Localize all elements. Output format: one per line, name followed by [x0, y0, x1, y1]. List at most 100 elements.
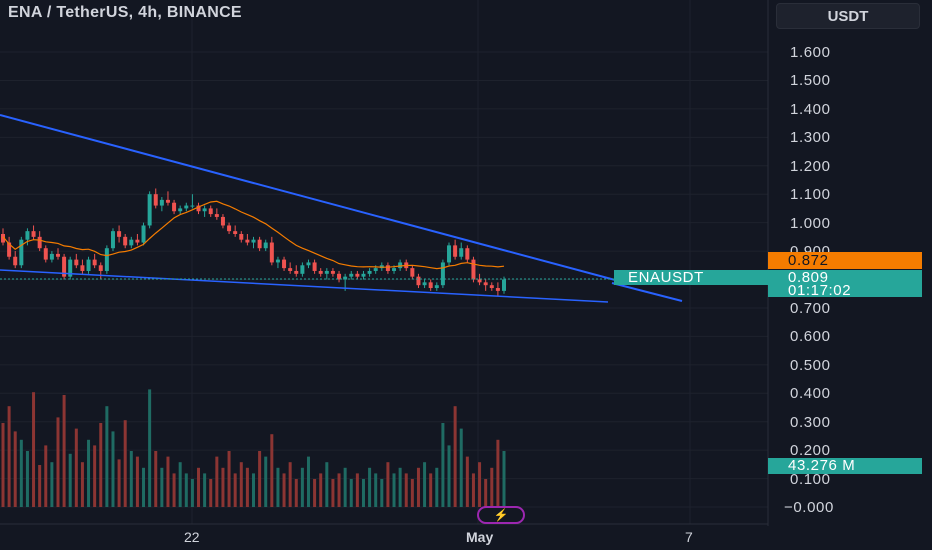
volume-bar: [459, 428, 463, 507]
price-tick: 0.500: [790, 357, 831, 374]
candle-body: [62, 256, 67, 277]
candle-body: [471, 259, 476, 280]
candle-body: [361, 273, 366, 277]
volume-bar: [429, 473, 433, 507]
volume-bar: [13, 431, 17, 507]
candle-body: [80, 265, 85, 271]
price-tick: 1.400: [790, 101, 831, 118]
candle-body: [92, 259, 97, 266]
candle-body: [214, 214, 219, 217]
candle-body: [410, 268, 415, 277]
volume-bar: [319, 473, 323, 507]
candle-body: [147, 194, 152, 226]
candle-body: [98, 265, 103, 271]
volume-bar: [313, 479, 317, 507]
candle-body: [37, 236, 42, 249]
currency-button[interactable]: USDT: [776, 3, 920, 29]
upper-trendline: [0, 114, 631, 285]
volume-bar: [129, 451, 133, 507]
volume-bar: [111, 431, 115, 507]
volume-bar: [465, 456, 469, 507]
volume-bar: [368, 467, 372, 507]
volume-bar: [502, 451, 506, 507]
last-price-badge: 0.809 01:17:02: [768, 269, 922, 298]
volume-bar: [154, 451, 158, 507]
price-tick: 1.600: [790, 44, 831, 61]
candle-body: [502, 279, 506, 291]
volume-bar: [160, 467, 164, 507]
candle-body: [282, 259, 287, 269]
flash-button[interactable]: ⚡: [477, 506, 525, 524]
candle-body: [129, 239, 134, 246]
time-axis[interactable]: 22 May 7: [0, 526, 932, 550]
last-price-value: 0.809: [788, 269, 829, 286]
volume-bar: [123, 420, 127, 507]
candle-body: [86, 259, 91, 271]
volume-bar: [294, 479, 298, 507]
candle-body: [141, 225, 146, 243]
volume-bar: [1, 423, 5, 507]
price-tick: 1.000: [790, 215, 831, 232]
volume-bar: [349, 479, 353, 507]
volume-bar: [331, 479, 335, 507]
volume-bar: [68, 453, 72, 507]
volume-bars: [1, 389, 506, 507]
volume-bar: [392, 473, 396, 507]
volume-bar: [203, 473, 207, 507]
volume-bar: [117, 459, 121, 507]
time-label: 22: [184, 529, 200, 545]
volume-bar: [142, 467, 146, 507]
candle-body: [355, 273, 360, 277]
volume-bar: [484, 479, 488, 507]
volume-bar: [233, 473, 237, 507]
volume-bar: [190, 479, 194, 507]
volume-bar: [478, 462, 482, 507]
volume-bar: [25, 451, 29, 507]
volume-bar: [282, 473, 286, 507]
candle-body: [172, 202, 177, 212]
volume-bar: [135, 456, 139, 507]
volume-bar: [343, 467, 347, 507]
price-axis[interactable]: 1.600 1.500 1.400 1.300 1.200 1.100 1.00…: [768, 0, 932, 524]
volume-bar: [227, 451, 231, 507]
candle-body: [43, 248, 48, 260]
candle-body: [489, 285, 494, 289]
candle-body: [434, 285, 439, 289]
volume-bar: [19, 439, 23, 507]
volume-bar: [105, 406, 109, 507]
volume-bar: [166, 456, 170, 507]
volume-bar: [38, 465, 42, 507]
price-tick: 1.100: [790, 186, 831, 203]
candle-body: [312, 262, 317, 271]
volume-bar: [50, 462, 54, 507]
candle-body: [343, 276, 348, 280]
volume-bar: [337, 473, 341, 507]
candle-body: [300, 265, 305, 274]
volume-bar: [252, 473, 255, 507]
price-tick: 0.400: [790, 385, 831, 402]
volume-bar: [258, 451, 262, 507]
candle-body: [392, 268, 397, 271]
time-label: 7: [685, 529, 693, 545]
candle-body: [159, 199, 164, 206]
candle-body: [306, 262, 311, 266]
volume-bar: [148, 389, 152, 507]
price-tick: 0.600: [790, 328, 831, 345]
candle-body: [104, 248, 109, 271]
candle-body: [208, 208, 213, 215]
candle-body: [257, 239, 262, 249]
candle-body: [324, 270, 329, 274]
volume-bar: [496, 439, 500, 507]
volume-bar: [276, 467, 280, 507]
candle-body: [110, 231, 115, 249]
candle-body: [398, 262, 403, 269]
flash-icon: ⚡: [493, 508, 509, 522]
volume-bar: [288, 462, 292, 507]
candle-body: [55, 253, 60, 257]
volume-bar: [410, 479, 414, 507]
volume-bar: [74, 428, 78, 507]
symbol-label: ENAUSDT: [614, 270, 768, 285]
volume-bar: [490, 467, 494, 507]
candle-body: [337, 273, 342, 280]
